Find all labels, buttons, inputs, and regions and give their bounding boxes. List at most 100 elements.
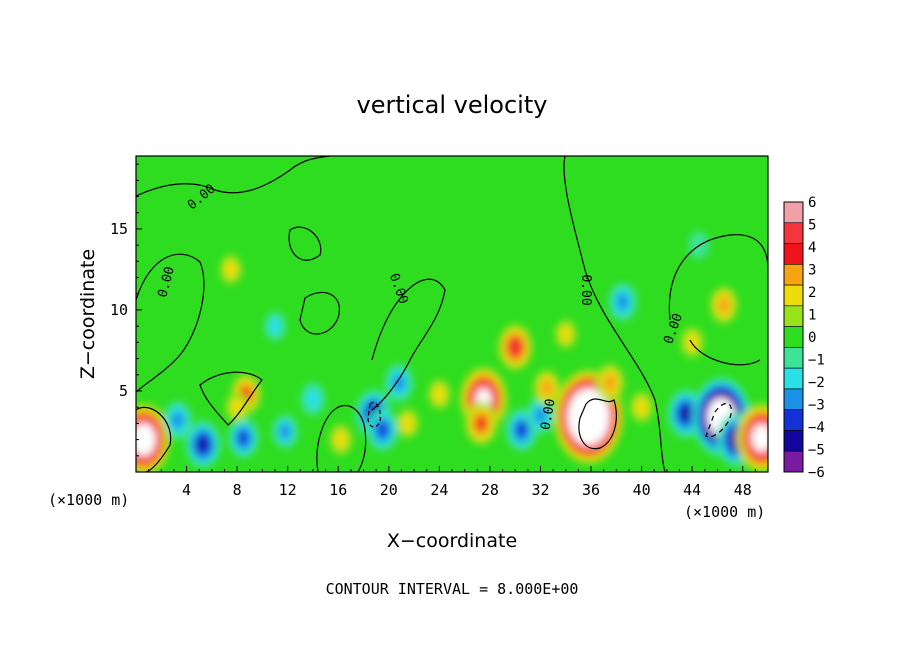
- y-tick-label: 15: [110, 220, 128, 238]
- plot-area: 0.000.00 0.00 0.000.000.00 4 8 12 16 20 24 28 32 3…: [110, 155, 769, 499]
- field-blob: [305, 388, 321, 410]
- velocity-field: [136, 231, 768, 472]
- contour-label: 0.00: [578, 274, 593, 305]
- field-blob: [516, 422, 527, 438]
- colorbar-swatch: [783, 450, 804, 473]
- x-tick-label: 28: [481, 481, 499, 499]
- field-blob: [559, 325, 573, 344]
- colorbar-label: −1: [808, 353, 825, 369]
- contour-line: [299, 291, 340, 335]
- field-blob: [717, 296, 730, 314]
- colorbar-label: −3: [808, 398, 825, 414]
- field-blob: [224, 260, 238, 279]
- x-axis: 4 8 12 16 20 24 28 32 36 40 44 48: [135, 466, 769, 499]
- field-blob: [238, 430, 249, 446]
- colorbar-swatch: [783, 409, 804, 431]
- contour-line: [705, 402, 732, 438]
- contour-line: [316, 405, 367, 472]
- field-blob: [603, 374, 617, 392]
- colorbar-label: 2: [808, 285, 816, 301]
- x-axis-label: X−coordinate: [387, 530, 517, 552]
- colorbar-label: 5: [808, 218, 816, 234]
- y-axis-label: Z−coordinate: [77, 249, 99, 379]
- colorbar-label: 6: [808, 195, 816, 211]
- colorbar-label: −2: [808, 375, 825, 391]
- colorbar-swatch: [783, 326, 804, 348]
- x-tick-label: 4: [182, 481, 191, 499]
- field-blob: [279, 423, 291, 440]
- colorbar-label: −4: [808, 420, 825, 436]
- field-blob: [680, 406, 691, 421]
- x-tick-label: 48: [734, 481, 752, 499]
- colorbar-label: −6: [808, 465, 825, 481]
- contour-line: [288, 226, 322, 261]
- contour-line: [371, 278, 446, 411]
- field-blob: [757, 432, 766, 444]
- colorbar-swatch: [783, 305, 804, 327]
- field-blob: [616, 293, 629, 311]
- field-blob: [401, 414, 415, 433]
- field-blob: [377, 422, 388, 438]
- x-tick-label: 8: [233, 481, 242, 499]
- y-tick-label: 5: [119, 382, 128, 400]
- field-blob: [392, 374, 406, 392]
- contour-line: [136, 253, 205, 393]
- field-blob: [534, 407, 547, 424]
- chart-title: vertical velocity: [357, 91, 548, 119]
- colorbar-swatch: [783, 243, 804, 265]
- contour-line: [578, 398, 617, 450]
- contour-line: [136, 156, 331, 197]
- x-scale-note-right: (×1000 m): [684, 503, 765, 521]
- field-blob: [540, 379, 553, 396]
- y-axis: 5 10 15: [110, 163, 142, 473]
- contour-line: [689, 339, 761, 366]
- colorbar-swatch: [783, 388, 804, 410]
- colorbar-swatch: [783, 367, 804, 390]
- field-blob: [475, 415, 487, 431]
- colorbar-swatch: [783, 201, 804, 224]
- x-tick-label: 16: [329, 481, 347, 499]
- field-blob: [268, 317, 282, 336]
- field-blob: [139, 434, 148, 445]
- field-blob: [717, 411, 726, 423]
- colorbar-swatch: [783, 430, 804, 452]
- contour-line: [563, 156, 666, 472]
- colorbar-swatch: [783, 264, 804, 286]
- x-tick-label: 44: [683, 481, 701, 499]
- x-tick-label: 24: [430, 481, 448, 499]
- contour-interval-note: CONTOUR INTERVAL = 8.000E+00: [326, 580, 579, 598]
- colorbar-label: 0: [808, 330, 816, 346]
- colorbar-swatch: [783, 222, 804, 244]
- contour-line: [668, 234, 768, 321]
- field-blob: [510, 340, 521, 354]
- colorbar-label: 4: [808, 240, 816, 256]
- field-blob: [688, 231, 709, 260]
- colorbar-swatch: [783, 284, 804, 307]
- field-blobs: [136, 231, 768, 472]
- y-tick-label: 10: [110, 301, 128, 319]
- contour-line: [199, 371, 263, 426]
- colorbar-label: 1: [808, 308, 816, 324]
- x-tick-label: 12: [279, 481, 297, 499]
- colorbar-swatch: [783, 347, 804, 369]
- contour-label: 0.00: [538, 398, 558, 431]
- field-blob: [584, 411, 593, 423]
- colorbar-label: −5: [808, 443, 825, 459]
- contour-line: [136, 406, 172, 472]
- x-scale-note-left: (×1000 m): [48, 491, 129, 509]
- x-tick-label: 40: [633, 481, 651, 499]
- field-blob: [171, 411, 184, 429]
- x-tick-label: 20: [380, 481, 398, 499]
- x-tick-label: 32: [531, 481, 549, 499]
- colorbar-frame: [783, 201, 804, 473]
- colorbar-label: 3: [808, 263, 816, 279]
- colorbar: 6 5 4 3 2 1 0 −1 −2 −3 −4 −5 −6: [783, 195, 825, 481]
- x-tick-label: 36: [582, 481, 600, 499]
- field-blob: [197, 437, 208, 452]
- field-blob: [333, 430, 348, 450]
- field-blob: [230, 397, 245, 417]
- zero-contours: [136, 156, 768, 472]
- field-blob: [634, 397, 649, 417]
- field-blob: [432, 384, 447, 404]
